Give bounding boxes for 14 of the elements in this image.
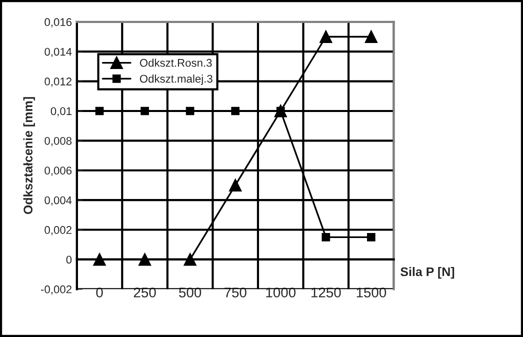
legend-label: Odkszt.malej.3 [140, 74, 212, 85]
y-tick-label: 0,014 [44, 48, 72, 58]
y-tick-label: 0,008 [44, 136, 72, 146]
y-tick-label: -0,002 [41, 285, 72, 295]
legend-label: Odkszt.Rosn.3 [140, 58, 212, 67]
y-axis-title: Odkształcenie [mm] [23, 97, 35, 214]
y-tick-label: 0,004 [44, 196, 72, 206]
y-tick-label: 0,016 [44, 18, 72, 28]
y-tick-label: 0,002 [44, 226, 72, 236]
x-axis-title: Sila P [N] [400, 266, 454, 279]
y-tick-label: 0,01 [50, 107, 72, 116]
y-tick-label: 0,012 [44, 78, 72, 87]
y-tick-label: 0,006 [44, 166, 72, 176]
y-tick-label: 0 [66, 256, 72, 264]
